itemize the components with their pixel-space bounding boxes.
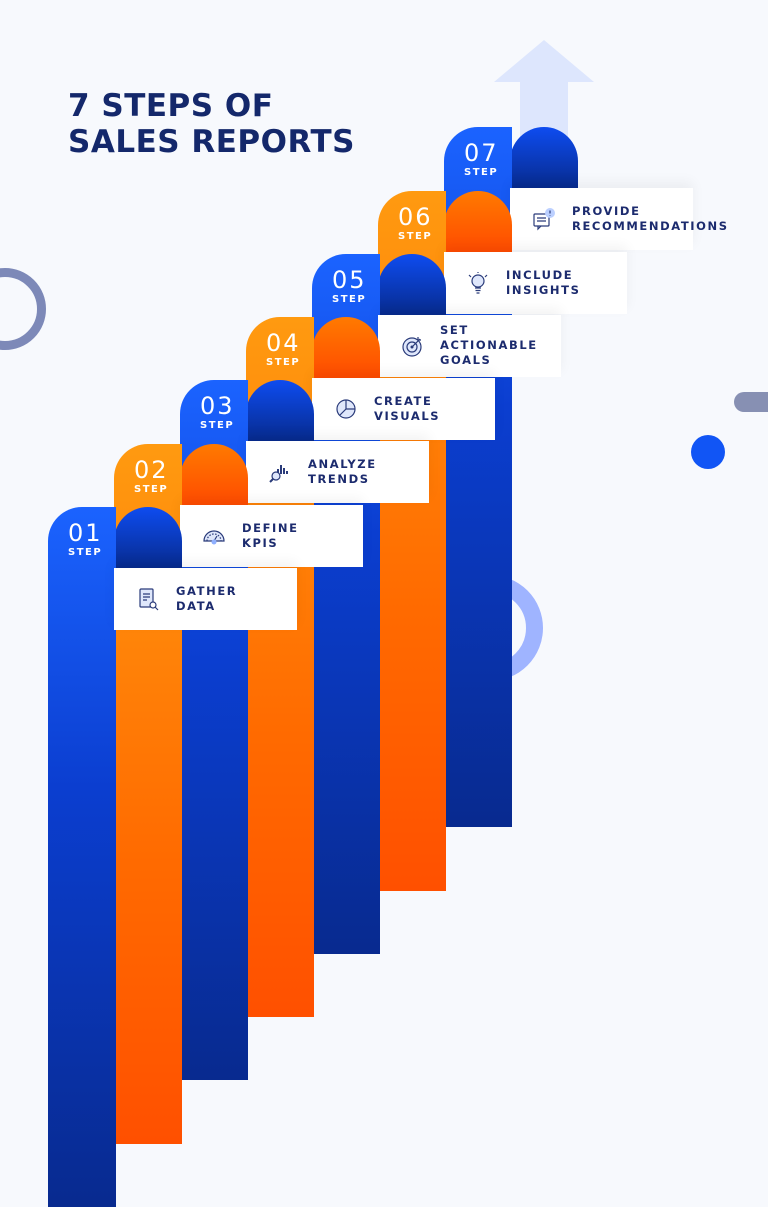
step-number-value: 07 (464, 139, 499, 168)
step-card: SET ACTIONABLE GOALS (378, 314, 561, 377)
step-card: GATHER DATA (114, 568, 297, 630)
step-number: 05 STEP (312, 268, 380, 305)
step-label: INCLUDE INSIGHTS (506, 267, 581, 297)
decorative-ring (0, 268, 46, 350)
step-word: STEP (134, 483, 169, 495)
step-word: STEP (266, 357, 301, 369)
pie-chart-icon (336, 399, 356, 419)
step-word: STEP (398, 230, 433, 242)
step-column-back (510, 127, 578, 190)
step-number-value: 02 (134, 455, 169, 484)
step-column-back (114, 507, 182, 569)
step-number-value: 03 (200, 392, 235, 421)
step-word: STEP (464, 167, 499, 179)
target-icon (402, 336, 422, 357)
gauge-icon (203, 530, 225, 545)
step-label: DEFINE KPIS (242, 520, 299, 550)
decorative-pill (734, 392, 768, 412)
step-card: ANALYZE TRENDS (246, 441, 429, 504)
step-column-back (246, 380, 314, 443)
step-card: DEFINE KPIS (180, 504, 363, 567)
step-column (48, 507, 116, 1207)
step-number: 04 STEP (246, 331, 314, 368)
step-label: ANALYZE TRENDS (308, 457, 377, 487)
step-card: CREATE VISUALS (312, 378, 495, 441)
page-title: 7 STEPS OF SALES REPORTS (68, 88, 355, 160)
step-label: SET ACTIONABLE GOALS (440, 323, 538, 368)
step-number-value: 01 (68, 519, 103, 547)
chart-magnifier-icon (269, 465, 288, 484)
step-number: 01 STEP (48, 521, 116, 558)
title-line-1: 7 STEPS OF (68, 88, 274, 124)
lightbulb-icon (468, 271, 488, 294)
step-word: STEP (332, 293, 367, 305)
step-column-back (312, 317, 380, 380)
step-number: 03 STEP (180, 394, 248, 431)
step-word: STEP (200, 420, 235, 432)
document-search-icon (139, 588, 159, 611)
step-label: CREATE VISUALS (374, 394, 441, 424)
step-label: GATHER DATA (176, 584, 238, 613)
step-number: 02 STEP (114, 458, 182, 495)
step-number: 06 STEP (378, 205, 446, 242)
step-column-back (378, 253, 446, 316)
step-card: PROVIDE RECOMMENDATIONS (510, 188, 727, 251)
step-number-value: 06 (398, 202, 433, 231)
step-column-back (444, 190, 512, 253)
step-number: 07 STEP (444, 141, 512, 178)
step-card: INCLUDE INSIGHTS (444, 251, 627, 314)
step-column-back (180, 443, 248, 506)
step-number-value: 04 (266, 329, 301, 358)
step-label: PROVIDE RECOMMENDATIONS (572, 204, 729, 234)
step-number-value: 05 (332, 265, 367, 294)
decorative-dot (691, 435, 725, 469)
title-line-2: SALES REPORTS (68, 124, 355, 160)
chat-alert-icon (533, 208, 555, 231)
step-word: STEP (68, 547, 103, 558)
